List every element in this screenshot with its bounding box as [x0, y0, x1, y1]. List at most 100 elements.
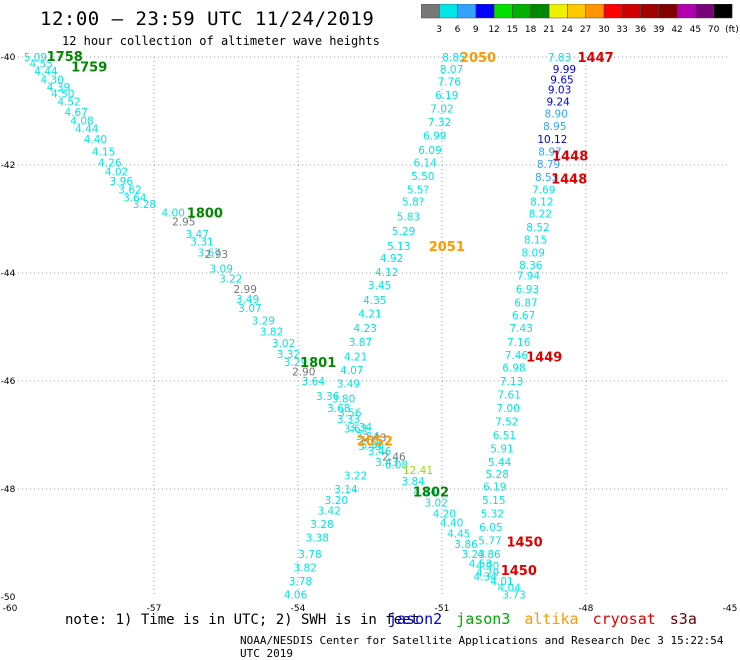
- wave-height-value: 5.5?: [407, 184, 429, 196]
- x-tick-label: -51: [435, 604, 450, 614]
- y-tick-label: -46: [1, 377, 16, 387]
- y-tick-label: -44: [1, 269, 16, 279]
- wave-height-value: 4.06: [284, 589, 308, 601]
- wave-height-value: 3.80: [332, 393, 355, 405]
- pass-time-label: 2051: [429, 240, 465, 255]
- wave-height-value: 7.94: [517, 271, 541, 283]
- wave-height-value: 3.38: [306, 533, 329, 545]
- wave-height-value: 7.69: [532, 184, 555, 196]
- wave-height-value: 3.68: [327, 403, 350, 415]
- wave-height-value: 3.28: [133, 199, 156, 211]
- wave-height-value: 6.67: [512, 310, 535, 322]
- wave-height-value: 6.51: [493, 430, 516, 442]
- wave-height-value: 5.77: [478, 535, 501, 547]
- x-tick-label: -48: [579, 604, 594, 614]
- pass-time-label: 1801: [300, 356, 336, 371]
- wave-height-value: 4.92: [380, 253, 403, 265]
- wave-height-value: 4.35: [363, 295, 386, 307]
- wave-height-value: 3.45: [368, 280, 391, 292]
- wave-height-value: 7.52: [495, 417, 518, 429]
- wave-height-value: 6.19: [435, 90, 458, 102]
- wave-height-value: 8.53: [535, 172, 558, 184]
- wave-height-value: 6.87: [514, 298, 537, 310]
- wave-height-value: 2.95: [172, 217, 195, 229]
- pass-time-label: 1448: [552, 149, 588, 164]
- wave-height-value: 4.67: [65, 107, 88, 119]
- wave-height-value: 3.96: [110, 176, 134, 188]
- wave-height-value: 3.29: [284, 357, 307, 369]
- wave-height-value: 7.83: [548, 52, 571, 64]
- colorbar-label: 45: [690, 25, 701, 35]
- wave-height-value: 4.02: [105, 166, 128, 178]
- wave-height-value: 8.22: [529, 209, 552, 221]
- wave-height-value: 4.21: [344, 352, 367, 364]
- y-tick-label: -42: [1, 161, 16, 171]
- wave-height-value: 7.76: [438, 76, 462, 88]
- wave-height-value: 3.73: [502, 589, 525, 601]
- pass-time-label: 1758: [47, 50, 83, 65]
- wave-height-value: 5.09: [24, 52, 47, 64]
- legend-item-s3a: s3a: [669, 610, 697, 628]
- wave-height-value: 3.31: [190, 237, 213, 249]
- colorbar-label: 18: [525, 25, 537, 35]
- wave-height-value: 8.97: [538, 147, 561, 159]
- corner-tick-label: -60: [3, 604, 18, 614]
- wave-height-value: 4.04: [498, 582, 522, 594]
- chart-subtitle: 12 hour collection of altimeter wave hei…: [62, 34, 380, 48]
- wave-height-value: 4.86: [477, 549, 501, 561]
- wave-height-value: 7.32: [428, 117, 451, 129]
- wave-height-value: 3.23: [462, 549, 485, 561]
- legend-item-cryosat: cryosat: [592, 610, 656, 628]
- wave-height-value: 8.95: [543, 121, 566, 133]
- wave-height-value: 3.09: [210, 264, 233, 276]
- x-tick-label: -45: [723, 604, 738, 614]
- wave-height-value: 4.29: [476, 568, 499, 580]
- wave-height-value: 9.99: [553, 64, 576, 76]
- wave-height-value: 6.05: [479, 522, 502, 534]
- wave-height-value: 9.65: [550, 75, 573, 87]
- wave-height-value: 8.85: [442, 52, 465, 64]
- wave-height-value: 4.50: [51, 89, 74, 101]
- pass-time-label: 1450: [501, 564, 537, 579]
- y-tick-label: -40: [1, 53, 16, 63]
- wave-height-value: 5.13: [387, 241, 410, 253]
- wave-height-value: 5.44: [488, 457, 512, 469]
- legend-item-jason3: jason3: [456, 610, 511, 628]
- colorbar-label: 39: [653, 25, 665, 35]
- wave-height-value: 5.36: [361, 440, 385, 452]
- x-tick-label: -57: [147, 604, 162, 614]
- wave-height-value: 3.62: [118, 184, 141, 196]
- wave-height-value: 7.61: [498, 390, 521, 402]
- chart-title: 12:00 – 23:59 UTC 11/24/2019: [40, 8, 375, 30]
- wave-height-value: 3.43: [375, 457, 398, 469]
- pass-time-label: 2050: [460, 51, 496, 66]
- wave-height-value: 3.47: [186, 229, 209, 241]
- wave-height-value: 6.93: [516, 284, 539, 296]
- wave-height-value: 6.98: [502, 363, 525, 375]
- wave-height-value: 4.23: [354, 323, 377, 335]
- wave-height-value: 4.44: [34, 66, 58, 78]
- wave-height-value: 3.67: [198, 247, 221, 259]
- pass-time-label: 1447: [578, 51, 614, 66]
- pass-time-label: 2052: [357, 434, 393, 449]
- wave-height-value: 2.99: [234, 284, 257, 296]
- satellite-legend: jason2 jason3 altika cryosat s3a: [388, 610, 711, 628]
- wave-height-value: 4.26: [98, 157, 122, 169]
- wave-height-value: 5.91: [490, 444, 513, 456]
- wave-height-value: 4.52: [57, 96, 80, 108]
- wave-height-value: 4.15: [92, 147, 115, 159]
- color-scale-bar: 3 6 9 12 15 18 21 24 27 30 33 36 39 42 45 70 (ft): [421, 4, 739, 35]
- wave-height-value: 5.32: [481, 508, 504, 520]
- legend-item-jason2: jason2: [388, 610, 443, 628]
- wave-height-value: 4.07: [340, 365, 363, 377]
- wave-height-value: 3.86: [454, 539, 478, 551]
- footer-credit: NOAA/NESDIS Center for Satellite Applica…: [240, 634, 724, 660]
- colorbar-label: 27: [580, 25, 591, 35]
- wave-height-value: 7.16: [507, 337, 531, 349]
- wave-height-value: 3.07: [238, 303, 261, 315]
- wave-height-value: 3.22: [344, 471, 367, 483]
- colorbar-swatch: [713, 4, 733, 19]
- wave-height-value: 8.12: [530, 197, 553, 209]
- wave-height-value: 3.82: [294, 562, 317, 574]
- wave-height-value: 3.64: [302, 376, 326, 388]
